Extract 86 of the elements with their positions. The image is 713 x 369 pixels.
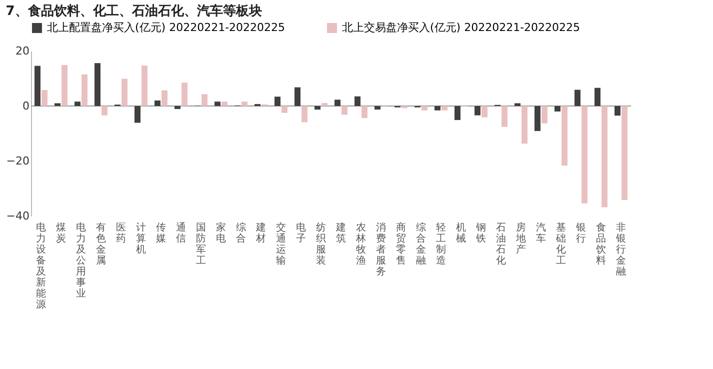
- x-tick-label: 电力及公用事业: [76, 222, 86, 300]
- bar: [474, 106, 480, 116]
- bar: [342, 106, 348, 115]
- x-tick-label: 医药: [116, 222, 126, 244]
- bar: [534, 106, 540, 132]
- bar: [582, 106, 588, 204]
- bar: [134, 106, 140, 123]
- bar: [274, 96, 280, 106]
- bar: [562, 106, 568, 166]
- bar: [122, 78, 128, 106]
- x-tick-label: 基础化工: [555, 222, 566, 266]
- x-tick-label: 交通运输: [276, 222, 286, 266]
- bar: [42, 90, 48, 106]
- x-tick-label: 电子: [296, 222, 306, 244]
- x-tick-label: 银行: [575, 222, 586, 244]
- bar: [334, 100, 340, 106]
- x-tick-label: 农林牧渔: [355, 222, 366, 266]
- x-tick-label: 国防军工: [196, 222, 206, 266]
- x-tick-label: 食品饮料: [595, 222, 606, 266]
- x-tick-label: 煤炭: [56, 222, 66, 244]
- bar: [434, 106, 440, 110]
- bar: [74, 102, 80, 106]
- bar: [554, 106, 560, 112]
- bar: [614, 106, 620, 116]
- bar: [82, 74, 88, 106]
- bar: [302, 106, 308, 122]
- bar: [374, 106, 380, 110]
- bar: [94, 63, 100, 106]
- bar: [454, 106, 460, 120]
- x-tick-label: 通信: [176, 222, 186, 244]
- x-tick-label: 传媒: [156, 222, 166, 244]
- y-tick-label: 0: [22, 100, 30, 112]
- y-tick-label: −20: [6, 154, 30, 168]
- bar: [502, 106, 508, 127]
- x-tick-label: 消费者服务: [376, 222, 386, 278]
- bar: [54, 103, 60, 106]
- x-tick-label: 房地产: [515, 222, 526, 256]
- x-tick-label: 非银行金融: [615, 222, 626, 278]
- x-tick-label: 计算机: [136, 222, 146, 256]
- bar: [522, 106, 528, 144]
- bar: [322, 102, 328, 106]
- bar: [482, 106, 488, 118]
- bar: [162, 90, 168, 106]
- bar: [542, 106, 548, 124]
- x-tick-label: 综合金融: [416, 222, 426, 266]
- bar: [154, 100, 160, 106]
- bar: [422, 106, 428, 110]
- bar: [602, 106, 608, 208]
- bar: [514, 103, 520, 106]
- x-tick-label: 商贸零售: [396, 222, 406, 266]
- x-tick-label: 综合: [236, 222, 246, 244]
- bar: [622, 106, 628, 200]
- bar: [362, 106, 368, 118]
- x-tick-label: 机械: [456, 222, 466, 244]
- bar: [354, 96, 360, 106]
- x-tick-label: 汽车: [536, 222, 546, 244]
- x-tick-label: 纺织服装: [316, 222, 326, 266]
- bar: [62, 65, 68, 106]
- bar: [34, 66, 40, 106]
- bar: [282, 106, 288, 113]
- x-tick-label: 家电: [216, 222, 226, 244]
- bar: [442, 106, 448, 110]
- bar: [182, 82, 188, 106]
- bar: [102, 106, 108, 116]
- bar: [574, 90, 580, 106]
- y-tick-label: −40: [6, 210, 30, 222]
- x-tick-label: 有色金属: [96, 222, 106, 266]
- bar: [142, 66, 148, 106]
- x-tick-label: 建材: [255, 222, 266, 244]
- bar: [222, 102, 228, 106]
- legend-label: 北上交易盘净买入(亿元) 20220221-20220225: [342, 21, 580, 34]
- legend-label: 北上配置盘净买入(亿元) 20220221-20220225: [47, 21, 286, 34]
- bar: [214, 102, 220, 106]
- bar: [242, 102, 248, 106]
- bar: [174, 106, 180, 110]
- bar: [202, 94, 208, 106]
- y-tick-label: 20: [16, 44, 30, 58]
- x-tick-label: 电力设备及新能源: [36, 222, 46, 310]
- bar: [594, 88, 600, 106]
- chart-title: 7、食品饮料、化工、石油石化、汽车等板块: [6, 3, 262, 19]
- x-tick-label: 石油石化: [496, 222, 506, 266]
- x-tick-label: 建筑: [335, 222, 346, 244]
- x-tick-label: 钢铁: [475, 222, 486, 244]
- x-tick-label: 轻工制造: [436, 222, 446, 266]
- bar: [294, 87, 300, 106]
- bar: [314, 106, 320, 110]
